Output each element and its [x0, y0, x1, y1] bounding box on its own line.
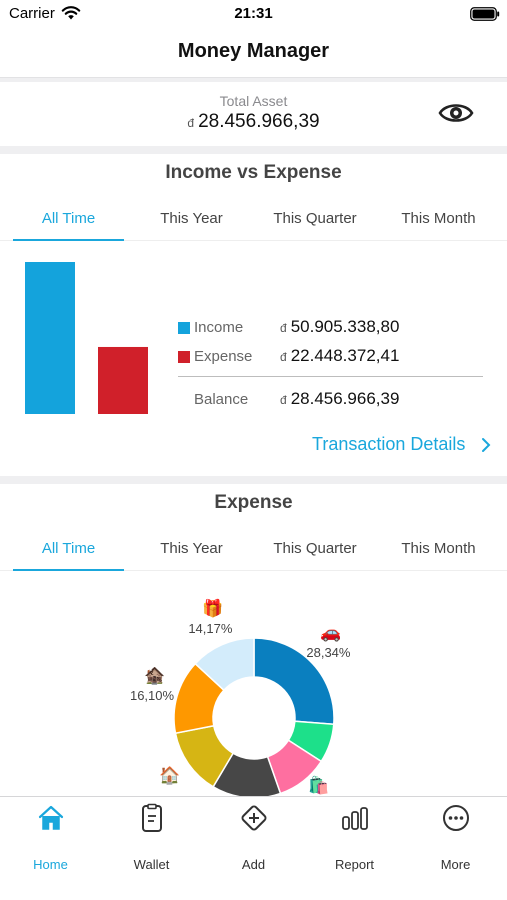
balance-label: Balance	[194, 391, 249, 408]
tab-this-month[interactable]: This Month	[401, 540, 476, 557]
tab-bar-more-label: More	[440, 857, 471, 872]
income-label: Income	[194, 319, 244, 336]
tab-all-time[interactable]: All Time	[41, 540, 96, 557]
tab-bar-home[interactable]: Home	[0, 797, 101, 900]
page-title: Money Manager	[177, 40, 330, 62]
bar-expense	[98, 346, 148, 414]
expense-card: Expense All Time This Year This Quarter …	[0, 484, 507, 796]
donut-slice-car	[253, 637, 335, 726]
tab-this-quarter[interactable]: This Quarter	[273, 210, 357, 227]
tab-this-year[interactable]: This Year	[160, 210, 223, 227]
total-asset-amount: 28.456.966,39	[198, 111, 320, 132]
tab-indicator	[13, 239, 124, 241]
legend-expense: Expense đ 22.448.372,41	[178, 346, 488, 368]
tab-bar-more[interactable]: More	[405, 797, 506, 900]
bar-income	[25, 262, 75, 414]
house-repair-icon: 🏚️	[143, 665, 166, 685]
more-icon	[443, 805, 469, 831]
expense-value: đ 22.448.372,41	[280, 346, 399, 366]
currency-symbol: đ	[280, 321, 287, 335]
house-icon: 🏠	[158, 765, 181, 785]
clock: 21:31	[234, 5, 273, 22]
tab-bar: Home Wallet Add Repo	[0, 796, 507, 900]
income-value: đ 50.905.338,80	[280, 317, 399, 337]
tab-this-month[interactable]: This Month	[401, 210, 476, 227]
expense-swatch	[178, 351, 190, 363]
tab-bar-report[interactable]: Report	[304, 797, 405, 900]
battery-icon	[470, 7, 500, 21]
wallet-icon	[142, 803, 162, 832]
total-asset-panel: Total Asset đ 28.456.966,39	[0, 82, 507, 146]
tab-bar-wallet-label: Wallet	[133, 857, 170, 872]
tab-this-quarter[interactable]: This Quarter	[273, 540, 357, 557]
car-icon: 🚗	[320, 623, 342, 643]
income-expense-card: Income vs Expense All Time This Year Thi…	[0, 154, 507, 476]
slice-percent-label: 14,17%	[188, 620, 233, 636]
legend-income: Income đ 50.905.338,80	[178, 317, 488, 339]
add-icon	[241, 805, 267, 831]
tab-all-time[interactable]: All Time	[41, 210, 96, 227]
legend-balance: Balance đ 28.456.966,39	[178, 389, 488, 411]
tab-bar-home-label: Home	[33, 857, 68, 872]
transaction-details-link[interactable]: Transaction Details	[312, 434, 466, 454]
income-swatch	[178, 322, 190, 334]
expense-amount: 22.448.372,41	[290, 346, 400, 365]
income-expense-bar-chart	[25, 262, 148, 414]
home-icon	[38, 805, 64, 830]
currency-symbol: đ	[280, 350, 287, 364]
chevron-right-icon[interactable]	[481, 437, 491, 453]
tab-indicator	[13, 569, 124, 571]
report-icon	[342, 807, 368, 830]
income-amount: 50.905.338,80	[290, 317, 400, 336]
eye-icon[interactable]	[438, 98, 474, 128]
tab-this-year[interactable]: This Year	[160, 540, 223, 557]
expense-label: Expense	[194, 348, 253, 365]
slice-percent-label: 16,10%	[129, 687, 175, 703]
shopping-bags-icon: 🛍️	[308, 775, 330, 795]
tab-bar-add-label: Add	[241, 857, 266, 872]
total-asset-value: đ 28.456.966,39	[0, 111, 507, 133]
balance-value: đ 28.456.966,39	[280, 389, 399, 409]
tab-bar-add[interactable]: Add	[203, 797, 304, 900]
wifi-icon	[61, 6, 81, 20]
gift-icon: 🎁	[202, 598, 224, 618]
donut-slice-gift	[194, 637, 255, 692]
tab-bar-report-label: Report	[334, 857, 375, 872]
income-expense-title: Income vs Expense	[165, 162, 342, 183]
legend-divider	[178, 376, 483, 377]
income-expense-tabs: All Time This Year This Quarter This Mon…	[0, 197, 507, 241]
balance-amount: 28.456.966,39	[290, 389, 400, 408]
expense-tabs: All Time This Year This Quarter This Mon…	[0, 527, 507, 571]
currency-symbol: đ	[280, 393, 287, 407]
expense-donut-chart	[173, 637, 335, 796]
expense-title: Expense	[214, 492, 293, 513]
total-asset-label: Total Asset	[219, 93, 288, 109]
currency-symbol: đ	[187, 116, 195, 130]
slice-percent-label: 28,34%	[306, 645, 351, 661]
status-bar: Carrier 21:31	[0, 0, 507, 30]
tab-bar-wallet[interactable]: Wallet	[101, 797, 202, 900]
carrier-label: Carrier	[9, 5, 55, 22]
navigation-bar: Money Manager	[0, 30, 507, 78]
